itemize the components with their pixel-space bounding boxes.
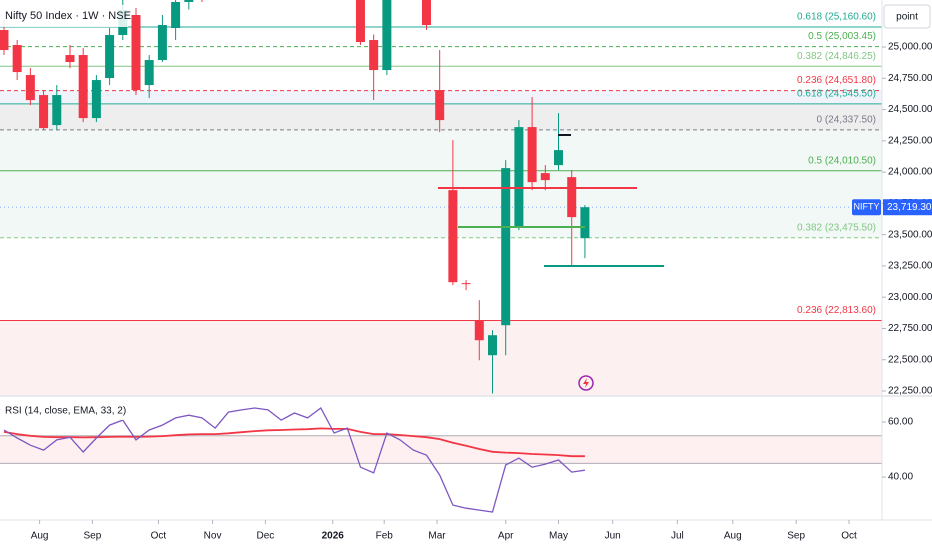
zones — [0, 90, 882, 395]
candle-body — [527, 127, 537, 183]
candle-body — [91, 80, 101, 119]
fib-label: 0.236 (22,813.60) — [797, 305, 876, 316]
candle-body — [355, 0, 365, 43]
candle-body — [514, 127, 524, 228]
y-tick-label: 22,750.00 — [888, 323, 932, 334]
fib-label: 0.382 (23,475.50) — [797, 222, 876, 233]
fib-levels: 0.618 (25,160.60) 0.5 (25,003.45) 0.382 (2… — [0, 12, 882, 322]
y-tick-label: 23,500.00 — [888, 229, 932, 240]
candle-body — [540, 173, 550, 181]
candle-body — [105, 35, 115, 79]
y-tick-label: 24,750.00 — [888, 73, 932, 84]
candle-body — [448, 190, 458, 283]
title-bg — [0, 5, 128, 27]
x-tick-label: Oct — [151, 531, 167, 542]
y-tick-label: 24,500.00 — [888, 104, 932, 115]
y-tick-label: 22,250.00 — [888, 386, 932, 397]
x-tick-label: Jul — [671, 531, 684, 542]
fib-label: 0.236 (24,651.80) — [797, 75, 876, 86]
candle-body — [12, 45, 22, 73]
fib-label: 0.618 (24,545.50) — [797, 89, 876, 100]
x-tick-label: 2026 — [322, 531, 345, 542]
candle-body — [580, 207, 590, 239]
candle-body — [65, 55, 75, 63]
candle-body — [131, 15, 141, 91]
event-icon-bolt — [583, 378, 589, 388]
candle-body — [382, 0, 392, 71]
fib-zone — [0, 170, 882, 238]
x-tick-label: Sep — [787, 531, 805, 542]
x-tick-label: Sep — [84, 531, 102, 542]
event-icon[interactable] — [578, 375, 594, 391]
rsi-line — [3, 407, 585, 513]
y-tick-label: 24,000.00 — [888, 167, 932, 178]
candle-body — [567, 177, 577, 218]
x-tick-label: Apr — [498, 531, 514, 542]
fib-label: 0 (24,337.50) — [817, 115, 877, 126]
fib-zone — [0, 320, 882, 395]
x-tick-label: Oct — [841, 531, 857, 542]
unit-label[interactable]: point — [896, 12, 918, 23]
x-tick-label: May — [549, 531, 568, 542]
candle-body — [474, 320, 484, 341]
fib-label: 0.5 (25,003.45) — [808, 31, 876, 42]
x-tick-label: Jun — [605, 531, 621, 542]
y-tick-label: 40.00 — [888, 472, 913, 483]
last-price-label: 23,719.30 — [887, 202, 932, 213]
fib-label: 0.618 (25,160.60) — [797, 12, 876, 23]
symbol-tag-bg — [852, 199, 881, 216]
candle-body — [78, 55, 88, 119]
chart-title: Nifty 50 Index · 1W · NSE — [5, 10, 131, 22]
x-tick-label: Mar — [428, 531, 446, 542]
candle-body — [501, 168, 511, 326]
drawings — [438, 134, 664, 391]
x-tick-label: Aug — [724, 531, 742, 542]
x-tick-label: Dec — [256, 531, 274, 542]
fib-zone — [0, 129, 882, 171]
x-tick-label: Aug — [31, 531, 49, 542]
y-tick-label: 22,500.00 — [888, 354, 932, 365]
candle-body — [157, 25, 167, 61]
candle-body — [369, 40, 379, 71]
y-tick-label: 23,250.00 — [888, 261, 932, 272]
candle-body — [435, 90, 445, 121]
candle-body — [171, 2, 181, 29]
candle-body — [25, 75, 35, 101]
x-tick-label: Nov — [204, 531, 222, 542]
candle-body — [421, 0, 431, 26]
symbol-tag: NIFTY — [854, 202, 880, 212]
axes: 22,250.00 22,500.00 22,750.00 23,000.00 23,2… — [31, 42, 932, 542]
fib-label: 0.382 (24,846.25) — [797, 51, 876, 62]
y-tick-label: 23,000.00 — [888, 292, 932, 303]
candle-body — [52, 95, 62, 126]
rsi-title-bg — [0, 402, 150, 420]
candle-body — [184, 0, 194, 3]
candle-body — [461, 283, 471, 285]
fib-label: 0.5 (24,010.50) — [808, 155, 876, 166]
y-tick-label: 60.00 — [888, 417, 913, 428]
candle-body — [554, 150, 564, 166]
candle-body — [487, 335, 497, 356]
y-tick-label: 24,250.00 — [888, 135, 932, 146]
x-tick-label: Feb — [376, 531, 394, 542]
rsi-title: RSI (14, close, EMA, 33, 2) — [5, 406, 126, 417]
y-tick-label: 25,000.00 — [888, 42, 932, 53]
candle-body — [0, 30, 9, 51]
candle-body — [144, 60, 154, 86]
unit-box[interactable] — [883, 4, 931, 29]
rsi-pane — [0, 407, 882, 513]
candle-body — [39, 95, 49, 129]
last-price-bg — [883, 199, 932, 216]
rsi-line — [3, 427, 585, 458]
